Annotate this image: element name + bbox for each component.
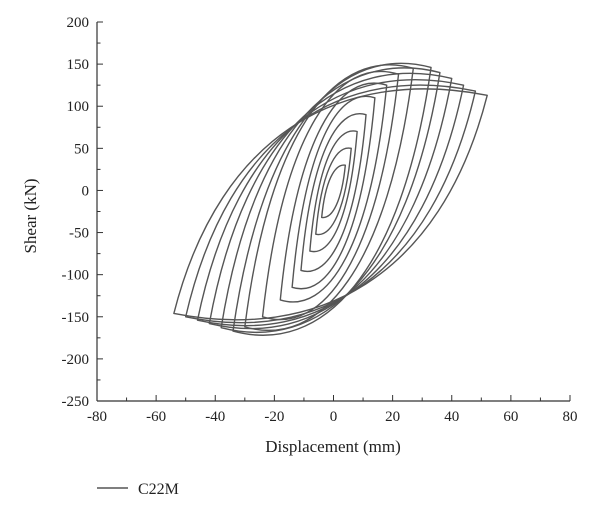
hysteresis-loop-5	[291, 95, 376, 290]
hysteresis-loop-2	[315, 147, 352, 236]
x-tick-label: 20	[385, 409, 400, 425]
hysteresis-loop-6	[279, 82, 388, 303]
y-tick-label: 50	[74, 141, 89, 157]
legend-label-c22m: C22M	[138, 481, 179, 498]
y-axis-title: Shear (kN)	[21, 178, 40, 253]
hysteresis-loop-12	[196, 78, 465, 327]
x-tick-label: 80	[563, 409, 578, 425]
hysteresis-loop-14	[173, 88, 488, 321]
x-tick-label: -40	[205, 409, 225, 425]
y-tick-label: 150	[67, 57, 90, 73]
hysteresis-loop-10	[220, 67, 441, 333]
y-tick-label: -200	[62, 352, 90, 368]
ticks: -80 -60 -40 -20 0 20 40 60 80-250-200-150-100-50…	[62, 15, 578, 425]
hysteresis-curves	[173, 62, 488, 336]
y-tick-label: -100	[62, 268, 90, 284]
hysteresis-loop-1	[320, 164, 347, 219]
hysteresis-loop-11	[208, 72, 453, 330]
x-tick-label: 60	[503, 409, 518, 425]
hysteresis-loop-3	[309, 130, 358, 253]
y-tick-label: 0	[82, 183, 90, 199]
y-tick-label: 200	[67, 15, 90, 31]
y-tick-label: -250	[62, 394, 90, 410]
y-tick-label: 100	[67, 99, 90, 115]
x-tick-label: -60	[146, 409, 166, 425]
hysteresis-loop-9	[232, 62, 432, 336]
x-tick-label: 0	[330, 409, 338, 425]
x-tick-label: 40	[444, 409, 459, 425]
legend: C22M	[97, 481, 179, 498]
hysteresis-loop-4	[300, 113, 367, 273]
y-tick-label: -50	[69, 226, 89, 242]
x-tick-label: -80	[87, 409, 107, 425]
x-tick-label: -20	[264, 409, 284, 425]
hysteresis-loop-13	[184, 84, 477, 324]
x-axis-title: Displacement (mm)	[265, 437, 401, 456]
y-tick-label: -150	[62, 310, 90, 326]
